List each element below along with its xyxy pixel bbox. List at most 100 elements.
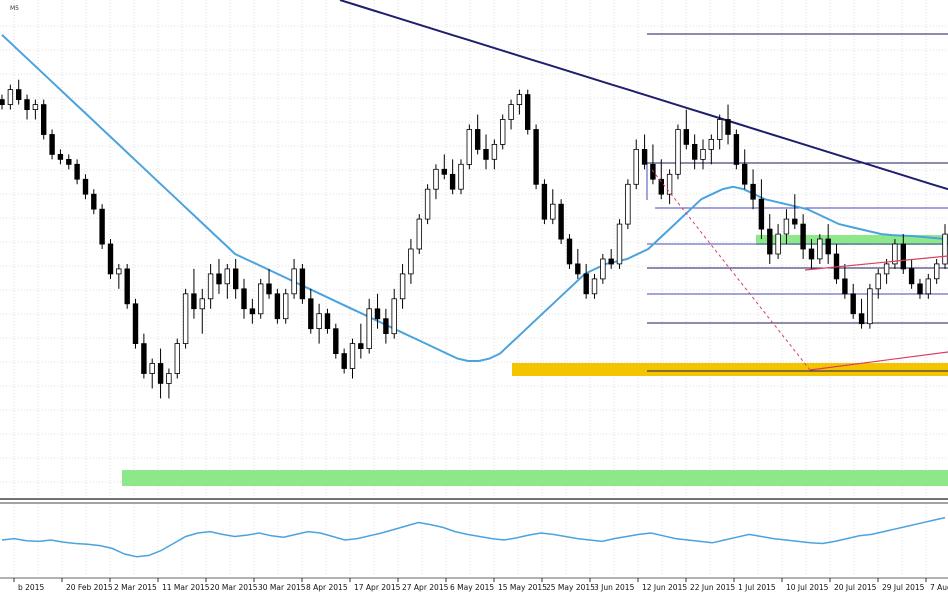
x-tick-label: 7 Aug 2015 [930, 583, 948, 592]
bearish-candle [566, 238, 573, 265]
bullish-candle [32, 104, 39, 110]
bullish-candle [875, 273, 881, 290]
bearish-candle [124, 268, 130, 305]
support-zone-lower [122, 470, 948, 486]
symbol-label: M5 [10, 5, 19, 12]
bearish-candle [333, 328, 339, 355]
bullish-candle [717, 119, 723, 140]
candlestick-series [0, 79, 948, 399]
x-tick-label: 12 Jun 2015 [642, 583, 687, 592]
fibonacci-levels [646, 33, 948, 372]
bearish-candle [0, 99, 5, 105]
bullish-candle [600, 258, 606, 280]
bullish-candle [675, 129, 681, 175]
x-tick-label: 29 Jul 2015 [882, 583, 925, 592]
bullish-candle [867, 288, 873, 325]
support-resistance-zones [122, 235, 948, 486]
x-tick-label: 20 Mar 2015 [210, 583, 258, 592]
bullish-candle [883, 263, 890, 275]
bullish-candle [366, 308, 372, 349]
bearish-candle [808, 248, 815, 260]
bullish-candle [783, 218, 790, 235]
bearish-candle [658, 178, 664, 195]
bearish-candle [683, 129, 689, 145]
bullish-candle [466, 129, 472, 165]
x-tick-label: 17 Apr 2015 [354, 583, 401, 592]
bearish-candle [15, 89, 22, 100]
x-tick-label: 27 Apr 2015 [402, 583, 449, 592]
x-tick-label: 6 May 2015 [450, 583, 494, 592]
x-tick-label: 1 Jul 2015 [738, 583, 776, 592]
x-tick-label: 10 Jul 2015 [786, 583, 829, 592]
bearish-candle [341, 353, 347, 369]
bearish-candle [241, 288, 247, 310]
bearish-candle [608, 258, 614, 265]
bearish-candle [449, 173, 456, 190]
bullish-candle [499, 119, 506, 145]
bearish-candle [91, 193, 97, 210]
bearish-candle [266, 283, 272, 295]
channel-upper-trendline [804, 255, 948, 271]
bearish-candle [908, 268, 915, 285]
x-tick-label: 3 Jun 2015 [594, 583, 635, 592]
bearish-candle [107, 243, 114, 275]
x-tick-label: 25 May 2015 [546, 583, 595, 592]
moving-averages [1, 0, 948, 362]
bearish-candle [99, 208, 105, 245]
bearish-candle [374, 308, 381, 320]
bearish-candle [742, 163, 748, 185]
resistance-zone [756, 235, 948, 245]
bullish-candle [491, 143, 498, 160]
bearish-candle [533, 129, 539, 185]
bearish-candle [850, 293, 856, 315]
bullish-candle [700, 148, 706, 160]
x-tick-label: 8 Apr 2015 [306, 583, 348, 592]
bearish-candle [767, 228, 773, 255]
bearish-candle [141, 343, 147, 374]
bullish-candle [925, 278, 931, 295]
bullish-candle [424, 188, 431, 220]
x-tick-label: 15 May 2015 [498, 583, 547, 592]
bullish-candle [116, 268, 122, 275]
support-zone-middle [512, 363, 948, 376]
bullish-candle [399, 273, 406, 300]
bullish-candle [458, 163, 464, 190]
bearish-candle [82, 178, 89, 195]
bearish-candle [299, 268, 306, 300]
panel-divider [0, 498, 948, 504]
bearish-candle [474, 129, 481, 150]
bullish-candle [550, 203, 556, 220]
bullish-candle [934, 263, 940, 280]
bearish-candle [132, 303, 139, 344]
bearish-candle [57, 153, 64, 160]
bearish-candle [66, 158, 72, 165]
retracement-dashed-line [651, 169, 811, 371]
bullish-candle [282, 293, 289, 320]
bullish-candle [625, 183, 631, 225]
bullish-candle [224, 268, 230, 285]
bearish-candle [692, 143, 698, 160]
bearish-candle [750, 183, 756, 200]
x-tick-label: 2 Mar 2015 [114, 583, 157, 592]
bullish-candle [7, 89, 14, 105]
oscillator-panel [1, 516, 946, 558]
bearish-candle [758, 198, 765, 230]
bullish-candle [316, 313, 322, 330]
bearish-candle [41, 104, 47, 135]
bullish-candle [182, 293, 189, 344]
bullish-candle [199, 298, 205, 310]
moving-average-slow-line [339, 0, 948, 191]
bearish-candle [324, 313, 331, 330]
bullish-candle [416, 218, 422, 250]
bearish-candle [733, 134, 740, 165]
bearish-candle [249, 308, 256, 315]
x-tick-label: 22 Jun 2015 [690, 583, 735, 592]
bearish-candle [725, 119, 731, 135]
x-tick-label: b 2015 [18, 583, 44, 592]
bearish-candle [358, 343, 364, 350]
bullish-candle [516, 94, 523, 105]
bearish-candle [74, 163, 80, 180]
bullish-candle [666, 173, 673, 195]
